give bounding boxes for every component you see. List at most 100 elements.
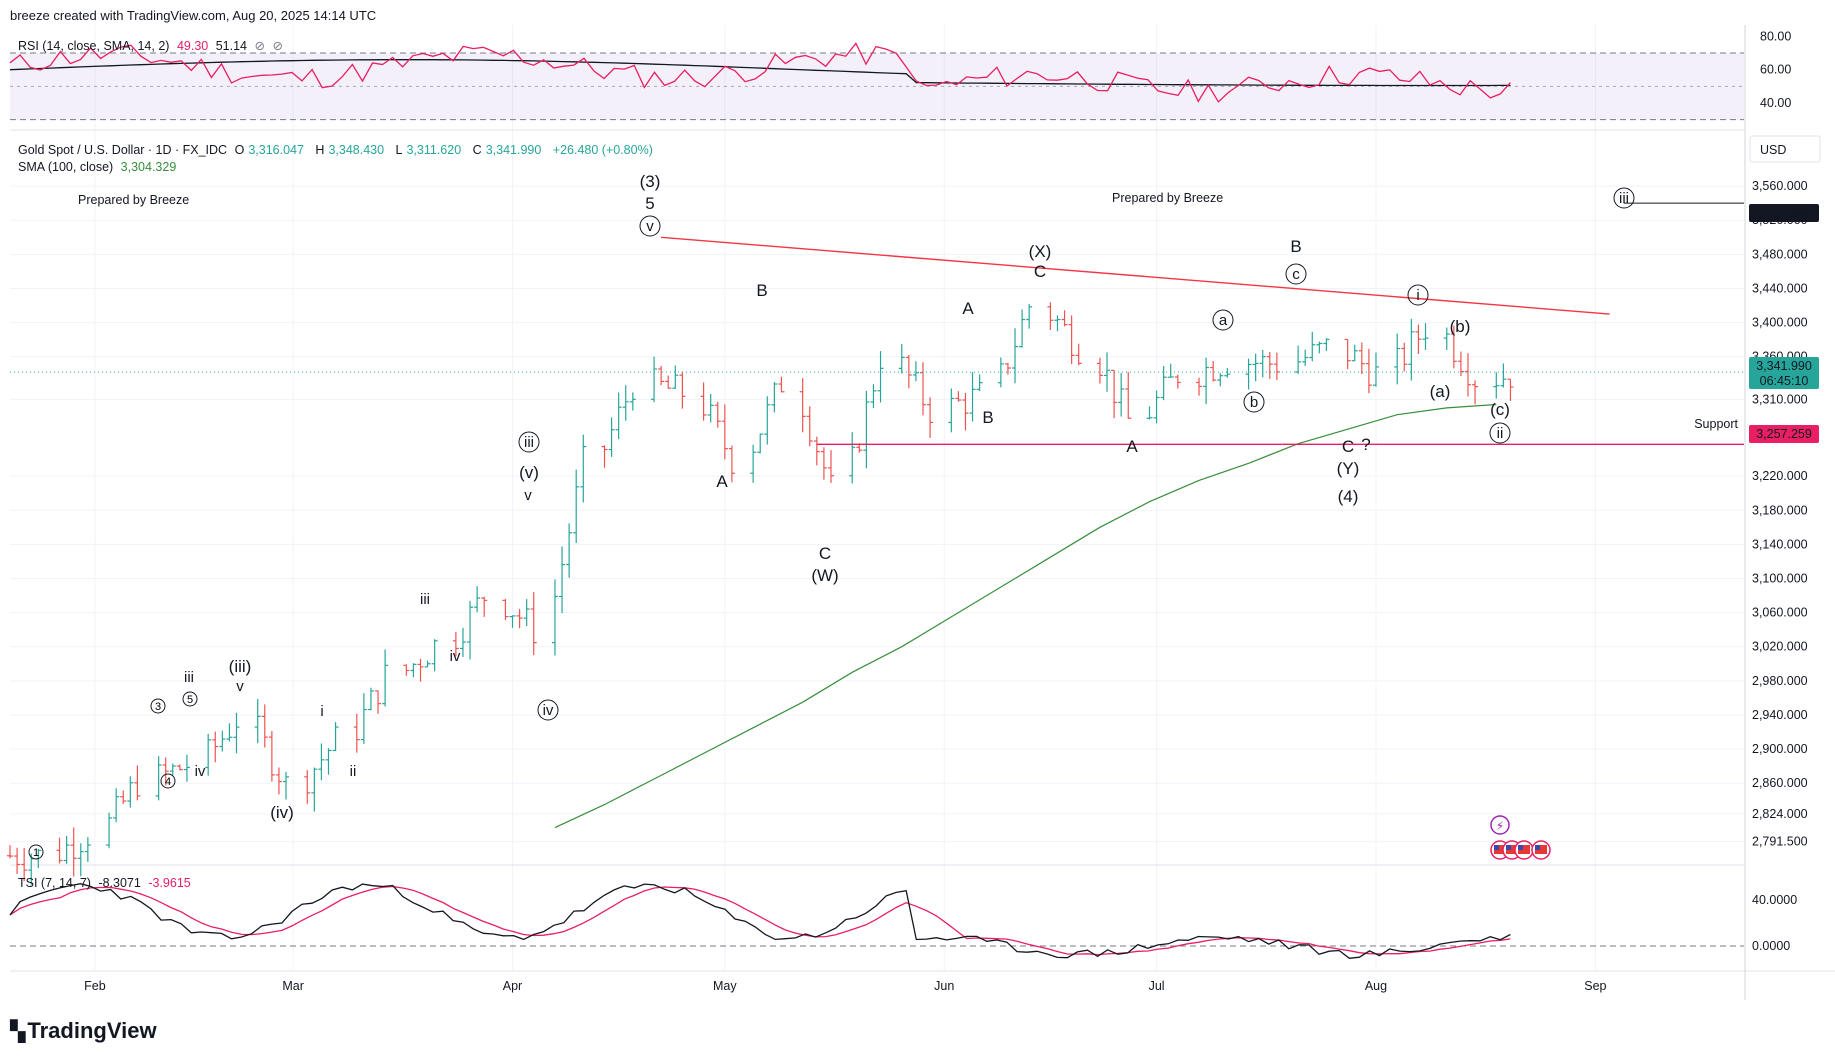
price-bar [424, 660, 431, 668]
price-bar [261, 704, 268, 748]
tsi-legend[interactable]: TSI (7, 14, 7) -8.3071 -3.9615 [18, 876, 195, 890]
price-bar [1401, 342, 1408, 372]
wave-question: ? [1361, 435, 1370, 454]
price-bar [410, 663, 417, 678]
hide-icon[interactable]: ⊘ [272, 39, 283, 53]
price-bar [1019, 309, 1026, 348]
price-tick-label: 3,180.000 [1752, 503, 1808, 517]
wave-iii-circled-target: iii [1619, 190, 1629, 207]
price-bar [1344, 338, 1351, 370]
price-bar [1153, 390, 1160, 424]
price-bar [778, 376, 785, 393]
price-bar [976, 374, 983, 391]
elliott-wave-labels: (3) 5 v (X) C B c i (b) (a) (c) ii iii B… [28, 172, 1635, 860]
price-bar [920, 362, 927, 416]
wave-x-c: C [1034, 262, 1046, 281]
price-bar [530, 592, 537, 656]
price-tick-label: 2,860.000 [1752, 776, 1808, 790]
price-bar [1309, 331, 1316, 362]
prepared-by-right: Prepared by Breeze [1112, 191, 1223, 205]
wave-ii-small: ii [350, 763, 357, 780]
tsi-line [9, 883, 1511, 959]
price-bar [1500, 363, 1507, 388]
price-tick-label: 3,220.000 [1752, 469, 1808, 483]
wave-c-w: C [819, 544, 831, 563]
price-pane: 3,560.0003,520.0003,480.0003,440.0003,40… [7, 135, 1821, 885]
currency-label[interactable]: USD [1749, 135, 1821, 163]
price-bar [757, 433, 764, 454]
wave-c-paren: (c) [1490, 400, 1510, 419]
wave-w: (W) [811, 566, 838, 585]
price-bar [155, 756, 162, 801]
price-bar [70, 827, 77, 877]
tsi-legend-name: TSI (7, 14, 7) [18, 876, 91, 890]
price-bar [1004, 362, 1011, 375]
sma-legend[interactable]: SMA (100, close) 3,304.329 [18, 160, 180, 174]
symbol-title[interactable]: Gold Spot / U.S. Dollar · 1D · FX_IDC [18, 143, 228, 157]
time-tick-label: Jun [934, 979, 954, 993]
price-bar [1012, 328, 1019, 384]
hide-icon[interactable]: ⊘ [254, 39, 265, 53]
price-bar [1302, 349, 1309, 367]
price-bar [523, 599, 530, 627]
time-tick-label: Sep [1584, 979, 1606, 993]
price-bar [417, 658, 424, 682]
time-tick-label: Feb [84, 979, 106, 993]
rsi-legend-sma: 51.14 [215, 39, 247, 53]
price-bar [1026, 303, 1033, 329]
price-bar [120, 790, 127, 804]
price-bar [905, 354, 912, 389]
price-change: +26.480 (+0.80%) [552, 143, 653, 157]
wave-iii-small: iii [420, 591, 430, 608]
ohlc-open: O 3,316.047 [234, 143, 304, 157]
price-bar [629, 392, 636, 411]
wave-4-circled: 4 [165, 776, 171, 788]
tradingview-logo[interactable]: ▚ TradingView [10, 1018, 157, 1044]
price-tick-label: 3,440.000 [1752, 281, 1808, 295]
svg-text:06:45:10: 06:45:10 [1760, 374, 1809, 388]
price-bar [212, 731, 219, 763]
price-bar [665, 375, 672, 389]
price-bar [134, 765, 141, 801]
support-price-badge: 3,257.259 [1749, 425, 1819, 443]
price-bar [1351, 344, 1358, 362]
time-tick-label: Jul [1149, 979, 1165, 993]
wave-5-circled: 5 [187, 694, 193, 706]
price-bar [233, 712, 240, 754]
rsi-legend-value: 49.30 [176, 39, 209, 53]
svg-text:USD: USD [1760, 143, 1786, 157]
price-bar [764, 396, 771, 445]
lightning-glyph: ⚡ [1496, 819, 1504, 833]
wave-4: (4) [1338, 487, 1359, 506]
rsi-legend[interactable]: RSI (14, close, SMA, 14, 2) 49.30 51.14 … [18, 38, 287, 53]
price-bar [1266, 351, 1273, 379]
event-icons[interactable]: ⚡ [1490, 815, 1551, 860]
price-bar [1146, 406, 1153, 420]
time-tick-label: Apr [503, 979, 522, 993]
tradingview-logo-text: TradingView [27, 1018, 157, 1043]
price-bar [679, 371, 686, 409]
wave-iv-feb: iv [195, 763, 206, 780]
lightning-icon [1490, 815, 1510, 835]
price-bar [997, 357, 1004, 388]
wave-iii-paren: (iii) [229, 657, 252, 676]
rsi-sma-line [9, 59, 1511, 87]
price-bar [877, 351, 884, 403]
price-bar [481, 596, 488, 617]
time-tick-label: Mar [282, 979, 304, 993]
price-bar [1259, 349, 1266, 378]
wave-a-jun: A [962, 299, 974, 318]
wave-a-circled: a [1219, 312, 1228, 329]
price-bar [183, 754, 190, 782]
price-bar [559, 546, 566, 614]
price-bar [1047, 302, 1054, 331]
wave-b-may: B [756, 281, 767, 300]
price-bar [1096, 357, 1103, 384]
price-bar [275, 767, 282, 795]
price-bar [1365, 348, 1372, 394]
price-bar [721, 404, 728, 460]
price-bar [56, 837, 63, 864]
svg-text:3,540.000: 3,540.000 [1756, 206, 1812, 220]
